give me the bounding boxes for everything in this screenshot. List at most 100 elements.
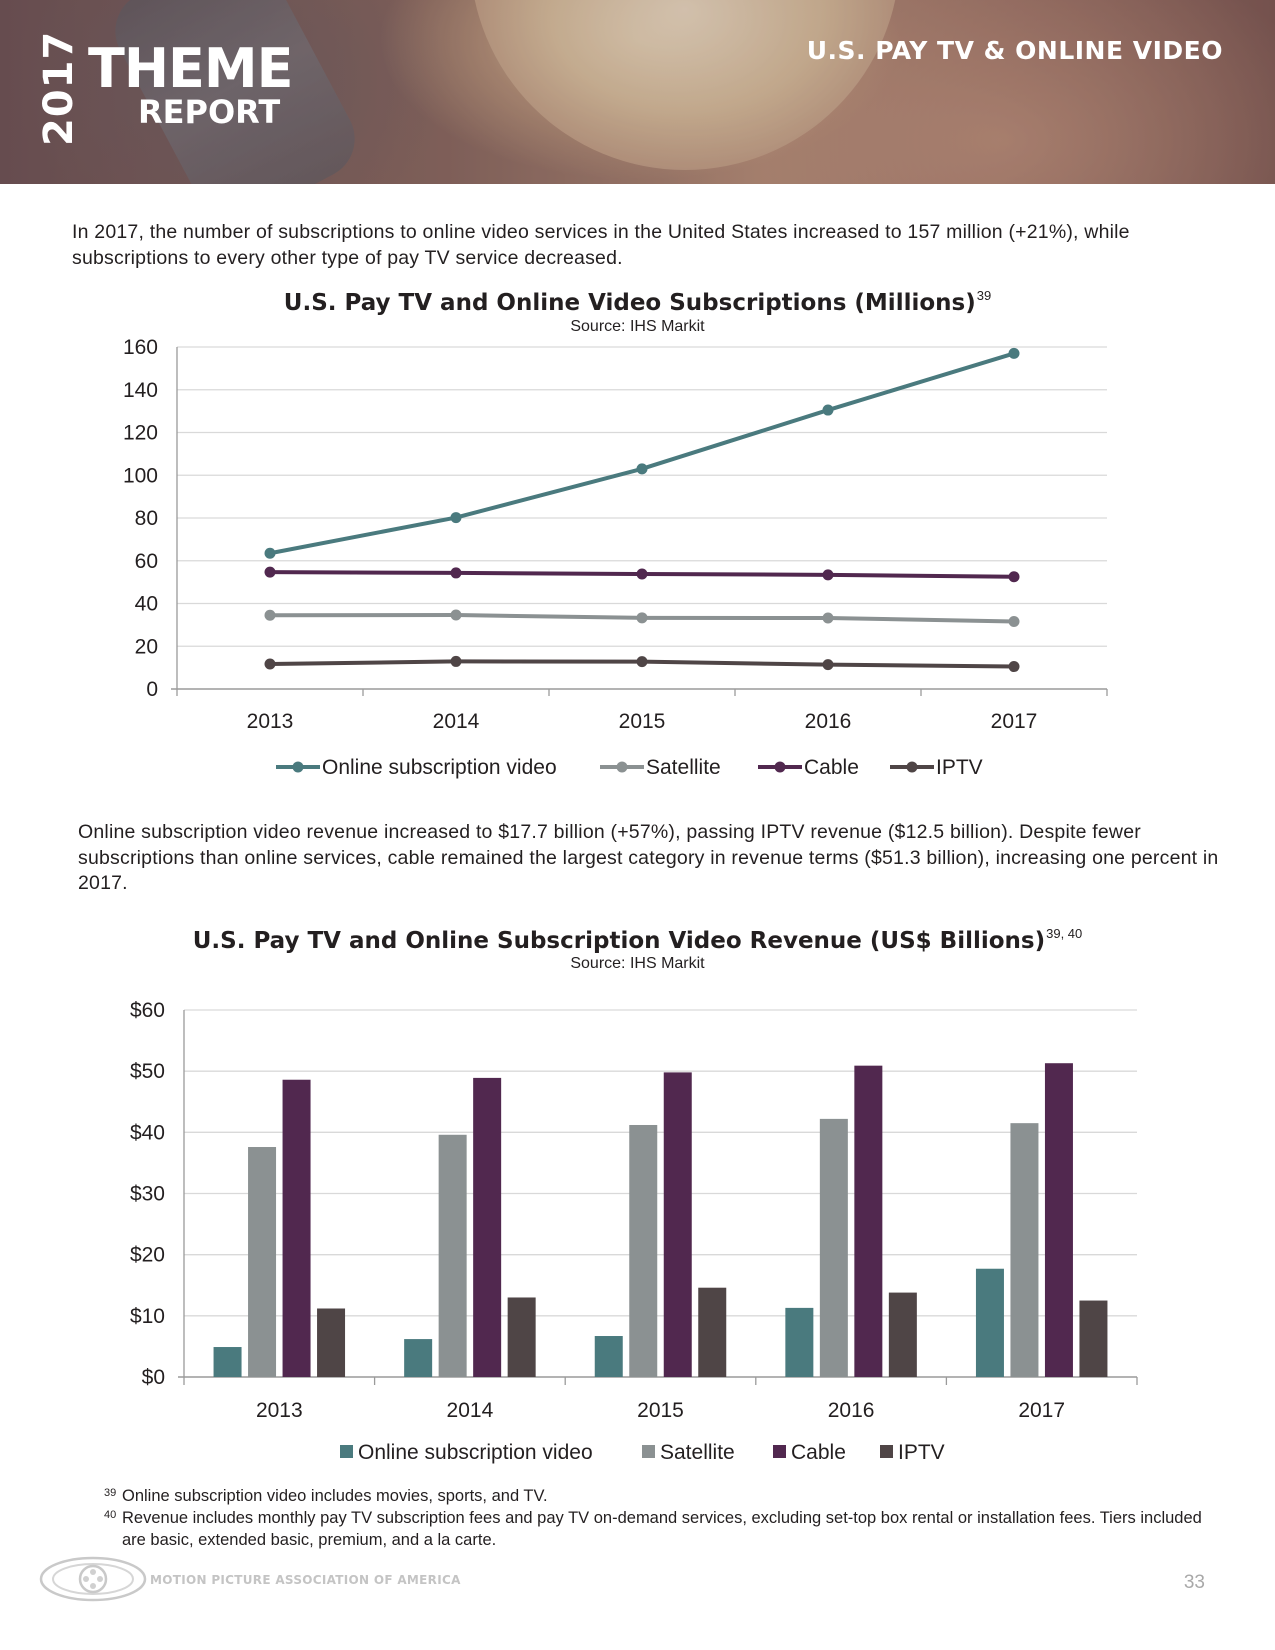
- page-number: 33: [1183, 1572, 1205, 1593]
- chart-source: Source: IHS Markit: [570, 955, 705, 972]
- bar-satellite: [248, 1147, 277, 1377]
- revenue-paragraph: Online subscription video revenue increa…: [78, 821, 1219, 894]
- data-point-satellite: [822, 612, 834, 624]
- chart-title-footnote-ref: 39, 40: [1046, 926, 1083, 941]
- data-point-satellite: [636, 612, 648, 624]
- y-tick-label: $50: [130, 1060, 165, 1083]
- data-point-cable: [822, 569, 834, 581]
- data-point-cable: [1008, 571, 1020, 583]
- data-point-iptv: [450, 655, 462, 667]
- bar-satellite: [819, 1118, 848, 1377]
- legend-swatch-satellite: [642, 1445, 655, 1458]
- chart-title-footnote-ref: 39: [976, 288, 992, 303]
- data-point-cable: [264, 566, 276, 578]
- bar-iptv: [698, 1287, 727, 1377]
- x-tick-label: 2015: [619, 710, 666, 733]
- data-point-iptv: [822, 659, 834, 671]
- x-tick-label: 2016: [828, 1399, 875, 1422]
- data-point-iptv: [1008, 661, 1020, 673]
- y-tick-label: 60: [135, 550, 158, 573]
- data-point-online: [450, 512, 462, 524]
- bar-online: [975, 1268, 1004, 1377]
- legend-swatch-iptv: [880, 1445, 893, 1458]
- legend-marker-satellite: [616, 761, 628, 773]
- x-tick-label: 2015: [637, 1399, 684, 1422]
- x-tick-label: 2017: [1018, 1399, 1065, 1422]
- data-point-online: [636, 463, 648, 475]
- bar-online: [785, 1307, 814, 1377]
- y-tick-label: 40: [135, 593, 158, 616]
- y-tick-label: $20: [130, 1244, 165, 1267]
- bar-cable: [473, 1077, 502, 1377]
- bar-cable: [854, 1065, 883, 1377]
- bar-cable: [282, 1079, 311, 1377]
- y-tick-label: $10: [130, 1305, 165, 1328]
- bar-online: [594, 1336, 623, 1377]
- bar-cable: [663, 1072, 692, 1377]
- series-line-online: [269, 351, 1015, 556]
- y-tick-label: 0: [146, 678, 158, 701]
- data-point-cable: [450, 567, 462, 579]
- y-tick-label: $0: [142, 1366, 165, 1389]
- mpaa-logo-icon: [39, 1556, 147, 1602]
- y-tick-label: 80: [135, 507, 158, 530]
- legend-label: Cable: [804, 756, 859, 779]
- data-point-online: [822, 404, 834, 416]
- legend-swatch-cable: [773, 1445, 786, 1458]
- y-tick-label: $40: [130, 1121, 165, 1144]
- bar-satellite: [438, 1134, 467, 1377]
- header-banner: 2017 THEME REPORT U.S. PAY TV & ONLINE V…: [0, 0, 1275, 184]
- bar-iptv: [317, 1308, 346, 1377]
- legend-label: Cable: [791, 1441, 846, 1464]
- x-tick-label: 2013: [256, 1399, 303, 1422]
- footnotes: 39 Online subscription video includes mov…: [104, 1485, 1204, 1551]
- theme-title: THEME: [88, 37, 294, 100]
- y-tick-label: 120: [123, 422, 158, 445]
- legend-marker-cable: [774, 761, 786, 773]
- y-tick-label: $30: [130, 1183, 165, 1206]
- bar-online: [404, 1339, 433, 1377]
- chart-title-subscriptions: U.S. Pay TV and Online Video Subscriptio…: [283, 288, 992, 316]
- legend-label: Online subscription video: [322, 756, 557, 779]
- data-point-cable: [636, 568, 648, 580]
- bar-satellite: [1010, 1123, 1039, 1377]
- data-point-satellite: [1008, 615, 1020, 627]
- y-tick-label: 20: [135, 635, 158, 658]
- y-tick-label: 140: [123, 379, 158, 402]
- footnote-39: 39 Online subscription video includes mov…: [104, 1487, 548, 1505]
- data-point-online: [264, 547, 276, 559]
- legend-label: IPTV: [898, 1441, 945, 1464]
- legend-label: Satellite: [660, 1441, 735, 1464]
- legend-swatch-online: [340, 1445, 353, 1458]
- data-point-online: [1008, 347, 1020, 359]
- x-tick-label: 2014: [447, 1399, 494, 1422]
- x-tick-label: 2017: [991, 710, 1038, 733]
- x-tick-label: 2014: [433, 710, 480, 733]
- legend-label: IPTV: [936, 756, 983, 779]
- data-point-iptv: [264, 658, 276, 670]
- data-point-iptv: [636, 656, 648, 668]
- data-point-satellite: [450, 609, 462, 621]
- y-tick-label: 160: [123, 336, 158, 359]
- legend-label: Online subscription video: [358, 1441, 593, 1464]
- bar-iptv: [1079, 1300, 1108, 1377]
- bar-cable: [1044, 1063, 1073, 1377]
- footer-organization: MOTION PICTURE ASSOCIATION OF AMERICA: [150, 1573, 461, 1587]
- chart-title-revenue: U.S. Pay TV and Online Subscription Vide…: [192, 926, 1083, 954]
- report-title: REPORT: [138, 93, 281, 131]
- report-year: 2017: [36, 30, 82, 146]
- footnote-40: 40 Revenue includes monthly pay TV subscr…: [104, 1509, 1202, 1549]
- chart-source: Source: IHS Markit: [570, 318, 705, 335]
- section-title: U.S. PAY TV & ONLINE VIDEO: [806, 36, 1223, 65]
- bar-iptv: [507, 1297, 536, 1377]
- legend-label: Satellite: [646, 756, 721, 779]
- legend-marker-online: [292, 761, 304, 773]
- y-tick-label: 100: [123, 464, 158, 487]
- data-point-satellite: [264, 609, 276, 621]
- bar-iptv: [888, 1292, 917, 1377]
- legend-marker-iptv: [906, 761, 918, 773]
- revenue-bar-chart: $0 $10 $20 $30 $40 $50 $60 2013 2014 2015 2016 2017…: [130, 999, 1138, 1464]
- bar-online: [213, 1347, 242, 1377]
- bar-satellite: [629, 1124, 658, 1377]
- x-tick-label: 2016: [805, 710, 852, 733]
